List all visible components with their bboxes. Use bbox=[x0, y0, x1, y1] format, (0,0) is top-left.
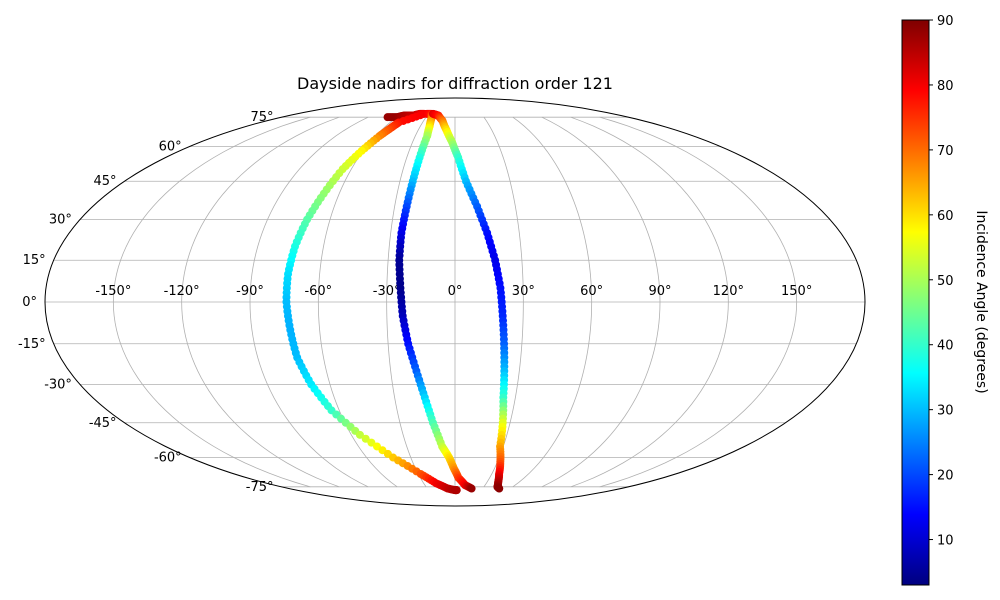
lat-tick-label: -15° bbox=[18, 337, 46, 352]
colorbar-tick-label: 40 bbox=[937, 339, 954, 354]
meridian-gridline bbox=[112, 116, 311, 488]
data-point bbox=[355, 430, 364, 439]
lat-tick-label: 15° bbox=[23, 253, 46, 268]
meridian-gridline bbox=[483, 116, 524, 488]
lon-tick-label: 0° bbox=[448, 284, 463, 299]
meridian-gridline bbox=[386, 116, 427, 488]
lat-tick-label: -60° bbox=[154, 451, 182, 466]
colorbar-label: Incidence Angle (degrees) bbox=[973, 210, 989, 393]
data-point bbox=[452, 486, 461, 495]
meridian-gridline bbox=[181, 116, 340, 488]
meridian-gridline bbox=[599, 116, 798, 488]
data-point bbox=[467, 484, 476, 493]
graticule bbox=[45, 116, 865, 488]
lat-tick-label: 30° bbox=[49, 213, 72, 228]
colorbar-tick-label: 30 bbox=[937, 404, 954, 419]
colorbar-tick-label: 60 bbox=[937, 209, 954, 224]
lat-tick-label: 60° bbox=[159, 139, 182, 154]
lon-tick-label: 90° bbox=[648, 284, 671, 299]
meridian-gridline bbox=[541, 116, 661, 488]
lon-tick-label: -90° bbox=[236, 284, 264, 299]
data-points bbox=[282, 109, 509, 495]
meridian-gridline bbox=[570, 116, 729, 488]
lon-tick-label: 60° bbox=[580, 284, 603, 299]
colorbar-tick-label: 20 bbox=[937, 469, 954, 484]
lon-tick-label: -30° bbox=[373, 284, 401, 299]
colorbar-tick-label: 70 bbox=[937, 144, 954, 159]
data-point bbox=[495, 484, 504, 493]
lat-tick-label: -45° bbox=[89, 416, 117, 431]
lon-tick-label: 150° bbox=[781, 284, 812, 299]
tick-labels: -150° -120° -90° -60° -30° 0° 30° 60° 90° 120° 150… bbox=[18, 110, 812, 495]
meridian-gridline bbox=[249, 116, 369, 488]
colorbar-tick-label: 90 bbox=[937, 14, 954, 29]
map-outline bbox=[44, 97, 866, 507]
lon-tick-label: -60° bbox=[304, 284, 332, 299]
lon-tick-label: -150° bbox=[95, 284, 131, 299]
lat-tick-label: -75° bbox=[246, 480, 274, 495]
colorbar bbox=[901, 19, 930, 586]
meridian-gridline bbox=[317, 116, 398, 488]
colorbar-tick-label: 10 bbox=[937, 534, 954, 549]
colorbar-tick-label: 50 bbox=[937, 274, 954, 289]
lon-tick-label: 120° bbox=[713, 284, 744, 299]
lat-tick-label: 0° bbox=[22, 295, 37, 310]
lon-tick-label: -120° bbox=[164, 284, 200, 299]
meridian-gridline bbox=[512, 116, 593, 488]
colorbar-tick-label: 80 bbox=[937, 79, 954, 94]
data-point bbox=[367, 438, 376, 447]
lat-tick-label: 45° bbox=[94, 174, 117, 189]
chart-title: Dayside nadirs for diffraction order 121 bbox=[297, 74, 613, 93]
lon-tick-label: 30° bbox=[512, 284, 535, 299]
lat-tick-label: 75° bbox=[250, 110, 273, 125]
colorbar-ticks: 10 20 30 40 50 60 70 80 90 bbox=[929, 14, 954, 549]
lat-tick-label: -30° bbox=[44, 377, 72, 392]
data-point bbox=[361, 434, 370, 443]
